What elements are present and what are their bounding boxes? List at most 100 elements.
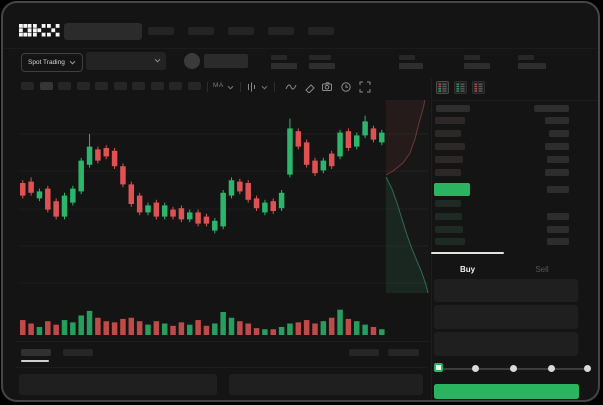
chevron-down-icon [69, 60, 76, 65]
last-price-placeholder [204, 54, 248, 68]
timeframe-button[interactable] [76, 82, 90, 90]
chevron-down-icon[interactable] [227, 85, 234, 90]
candle-body [262, 202, 268, 213]
book-asks-icon[interactable] [472, 81, 485, 94]
nav-item-placeholder[interactable] [268, 27, 294, 35]
indicators-icon[interactable] [246, 81, 257, 93]
chevron-down-icon[interactable] [261, 85, 268, 90]
timeframe-button[interactable] [39, 82, 53, 90]
tab-sell[interactable]: Sell [504, 252, 580, 274]
candle-body [20, 183, 26, 196]
slider-step-dot[interactable] [509, 365, 517, 372]
depth-bids-area [386, 177, 428, 293]
stat-label-placeholder [518, 55, 534, 60]
main-nav [148, 27, 334, 35]
orderbook-price-header [436, 105, 470, 112]
search-input[interactable] [64, 23, 142, 40]
nav-item-placeholder[interactable] [228, 27, 254, 35]
timeframe-button[interactable] [187, 82, 201, 90]
volume-bar [379, 329, 385, 335]
candle-body [345, 131, 352, 148]
camera-icon[interactable] [321, 81, 333, 93]
ask-row-price[interactable] [435, 169, 461, 176]
timeframe-button[interactable] [150, 82, 164, 90]
book-bids-icon[interactable] [454, 81, 467, 94]
tab-sell-label: Sell [535, 265, 549, 274]
timeframe-button[interactable] [169, 82, 182, 90]
volume-bar [370, 326, 377, 335]
chevron-down-icon [154, 58, 161, 63]
stat-label-placeholder [271, 55, 287, 60]
bottom-panel-left [19, 374, 217, 395]
price-input[interactable] [434, 279, 578, 302]
volume-bar [195, 320, 201, 335]
volume-bar [86, 310, 93, 335]
candle-body [328, 153, 335, 167]
stat-label-placeholder [309, 55, 331, 60]
stat-value-placeholder [464, 63, 490, 69]
volume-bar [20, 320, 26, 335]
timeframe-selector [21, 82, 201, 90]
bid-row-price[interactable] [435, 238, 465, 246]
timeframe-button[interactable] [113, 82, 127, 90]
bid-row-price[interactable] [435, 212, 462, 220]
last-amount [547, 186, 569, 193]
candle-body [36, 191, 43, 199]
timeframe-button[interactable] [21, 82, 34, 90]
amount-input[interactable] [434, 305, 578, 329]
market-type-dropdown[interactable]: Spot Trading [21, 53, 83, 72]
volume-bar [337, 309, 343, 335]
slider-step-dot[interactable] [547, 365, 555, 372]
nav-item-placeholder[interactable] [148, 27, 174, 35]
total-input[interactable] [434, 332, 578, 356]
bottom-link[interactable] [349, 349, 379, 356]
candle-body [86, 146, 93, 165]
volume-bar [128, 317, 135, 335]
bottom-tab-active[interactable] [21, 349, 51, 356]
bottom-link[interactable] [388, 349, 419, 356]
slider-step-dot[interactable] [583, 365, 591, 372]
ma-indicator-dropdown[interactable]: MA [213, 82, 224, 89]
slider-handle[interactable] [434, 363, 443, 372]
candlestick-chart[interactable] [16, 99, 430, 339]
okx-logo [19, 24, 60, 37]
wave-icon[interactable] [285, 81, 297, 93]
last-price-bar[interactable] [434, 183, 470, 196]
nav-item-placeholder[interactable] [188, 27, 214, 35]
orderbook-divider [433, 100, 598, 101]
volume-bar [287, 323, 293, 335]
buy-button[interactable] [434, 384, 579, 399]
volume-bar [78, 315, 84, 335]
coin-avatar [184, 53, 200, 69]
ask-row-price[interactable] [435, 117, 465, 124]
bid-row-price[interactable] [435, 200, 461, 207]
book-combined-icon[interactable] [436, 81, 449, 94]
bottom-panel-right [229, 374, 423, 395]
tab-buy[interactable]: Buy [431, 252, 504, 274]
timer-icon[interactable] [340, 81, 352, 93]
slider-step-dot[interactable] [471, 365, 479, 372]
timeframe-button[interactable] [132, 82, 145, 90]
depth-bids-line [385, 176, 429, 294]
candle-body [303, 142, 310, 165]
ask-row-price[interactable] [435, 130, 461, 137]
nav-item-placeholder[interactable] [308, 27, 334, 35]
eraser-icon[interactable] [303, 81, 315, 93]
candle-body [120, 166, 126, 185]
ask-row-price[interactable] [435, 156, 463, 163]
candle-body [203, 216, 210, 224]
bottom-tab[interactable] [63, 349, 93, 356]
volume-bar [170, 325, 176, 335]
pair-selector-dropdown[interactable] [86, 52, 166, 70]
stat-value-placeholder [271, 63, 297, 69]
timeframe-button[interactable] [95, 82, 108, 90]
candle-body [161, 205, 168, 217]
fullscreen-icon[interactable] [359, 81, 371, 93]
ask-row-price[interactable] [435, 143, 465, 150]
candle-body [178, 208, 185, 220]
bid-row-price[interactable] [435, 225, 463, 233]
volume-bar [328, 317, 335, 335]
depth-asks-line [385, 99, 426, 176]
volume-bar [95, 317, 101, 335]
timeframe-button[interactable] [58, 82, 71, 90]
